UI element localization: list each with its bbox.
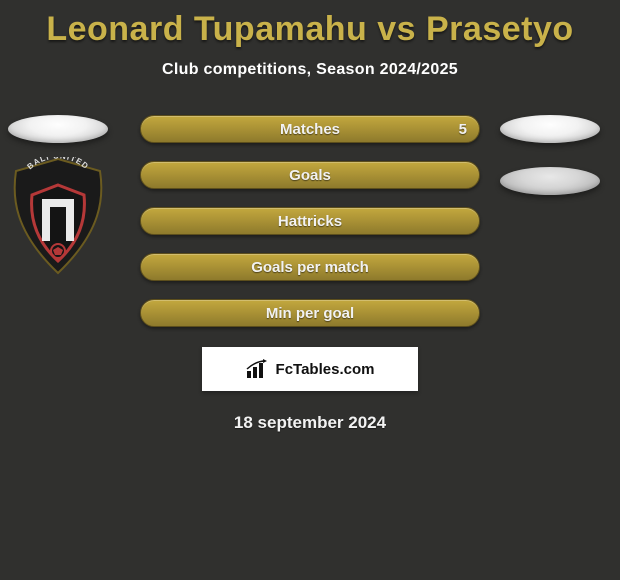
page-title: Leonard Tupamahu vs Prasetyo xyxy=(46,10,573,49)
bar-chart-icon xyxy=(246,359,270,379)
player-photo-placeholder-left xyxy=(8,115,108,143)
stat-label: Min per goal xyxy=(266,305,354,322)
right-player-col xyxy=(500,115,600,195)
player-photo-placeholder-right-2 xyxy=(500,167,600,195)
fctables-attribution: FcTables.com xyxy=(202,347,418,391)
stat-bar-gpm: Goals per match xyxy=(140,253,480,281)
subtitle: Club competitions, Season 2024/2025 xyxy=(162,61,458,79)
left-player-col: BALI UNITED xyxy=(8,115,108,275)
stat-bars: Matches 5 Goals Hattricks Goals per matc… xyxy=(140,115,480,327)
stat-label: Goals per match xyxy=(251,259,369,276)
stat-bar-mpg: Min per goal xyxy=(140,299,480,327)
stat-bar-goals: Goals xyxy=(140,161,480,189)
stat-bar-matches: Matches 5 xyxy=(140,115,480,143)
club-badge-left: BALI UNITED xyxy=(8,157,108,275)
stat-label: Goals xyxy=(289,167,331,184)
player-photo-placeholder-right-1 xyxy=(500,115,600,143)
fctables-brand-text: FcTables.com xyxy=(276,361,375,378)
date-text: 18 september 2024 xyxy=(234,413,386,433)
shield-icon: BALI UNITED xyxy=(8,157,108,275)
stat-label: Matches xyxy=(280,121,340,138)
stat-value: 5 xyxy=(459,121,467,138)
stat-bar-hattricks: Hattricks xyxy=(140,207,480,235)
stats-area: BALI UNITED Matches 5 Goal xyxy=(0,115,620,327)
stat-label: Hattricks xyxy=(278,213,342,230)
